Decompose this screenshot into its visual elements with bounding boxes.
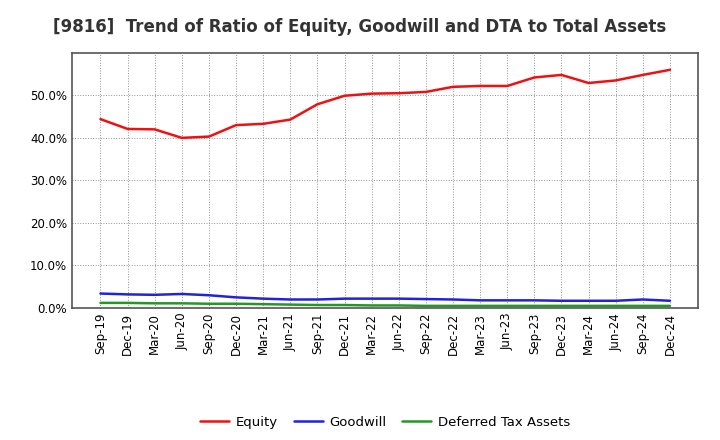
Legend: Equity, Goodwill, Deferred Tax Assets: Equity, Goodwill, Deferred Tax Assets: [195, 411, 575, 434]
Goodwill: [178, 291, 186, 297]
Equity: [286, 117, 294, 122]
Goodwill: [665, 298, 674, 304]
Goodwill: [449, 297, 457, 302]
Goodwill: [150, 292, 159, 297]
Deferred Tax Assets: [286, 302, 294, 307]
Equity: [665, 67, 674, 73]
Equity: [96, 117, 105, 122]
Deferred Tax Assets: [341, 302, 349, 308]
Goodwill: [341, 296, 349, 301]
Equity: [395, 91, 403, 96]
Deferred Tax Assets: [611, 303, 620, 308]
Equity: [557, 72, 566, 77]
Equity: [367, 91, 376, 96]
Goodwill: [611, 298, 620, 304]
Equity: [611, 78, 620, 83]
Deferred Tax Assets: [503, 303, 511, 308]
Equity: [150, 127, 159, 132]
Deferred Tax Assets: [665, 303, 674, 308]
Goodwill: [286, 297, 294, 302]
Equity: [449, 84, 457, 89]
Deferred Tax Assets: [150, 301, 159, 306]
Goodwill: [530, 298, 539, 303]
Deferred Tax Assets: [449, 303, 457, 308]
Goodwill: [232, 295, 240, 300]
Deferred Tax Assets: [259, 301, 268, 307]
Goodwill: [557, 298, 566, 304]
Deferred Tax Assets: [476, 303, 485, 308]
Goodwill: [639, 297, 647, 302]
Deferred Tax Assets: [421, 303, 430, 308]
Deferred Tax Assets: [584, 303, 593, 308]
Deferred Tax Assets: [178, 301, 186, 306]
Deferred Tax Assets: [530, 303, 539, 308]
Line: Equity: Equity: [101, 70, 670, 138]
Deferred Tax Assets: [204, 301, 213, 306]
Goodwill: [96, 291, 105, 296]
Goodwill: [421, 297, 430, 302]
Equity: [476, 83, 485, 88]
Goodwill: [584, 298, 593, 304]
Deferred Tax Assets: [557, 303, 566, 308]
Deferred Tax Assets: [395, 303, 403, 308]
Goodwill: [476, 298, 485, 303]
Line: Deferred Tax Assets: Deferred Tax Assets: [101, 303, 670, 306]
Deferred Tax Assets: [367, 303, 376, 308]
Deferred Tax Assets: [123, 300, 132, 305]
Deferred Tax Assets: [313, 302, 322, 308]
Equity: [313, 102, 322, 107]
Goodwill: [259, 296, 268, 301]
Goodwill: [367, 296, 376, 301]
Deferred Tax Assets: [232, 301, 240, 306]
Goodwill: [395, 296, 403, 301]
Goodwill: [123, 292, 132, 297]
Equity: [503, 83, 511, 88]
Goodwill: [313, 297, 322, 302]
Equity: [123, 126, 132, 132]
Equity: [232, 122, 240, 128]
Equity: [421, 89, 430, 95]
Equity: [584, 81, 593, 86]
Equity: [341, 93, 349, 99]
Line: Goodwill: Goodwill: [101, 293, 670, 301]
Equity: [530, 75, 539, 80]
Goodwill: [204, 293, 213, 298]
Deferred Tax Assets: [639, 303, 647, 308]
Goodwill: [503, 298, 511, 303]
Text: [9816]  Trend of Ratio of Equity, Goodwill and DTA to Total Assets: [9816] Trend of Ratio of Equity, Goodwil…: [53, 18, 667, 36]
Deferred Tax Assets: [96, 300, 105, 305]
Equity: [204, 134, 213, 139]
Equity: [639, 72, 647, 77]
Equity: [178, 135, 186, 140]
Equity: [259, 121, 268, 126]
